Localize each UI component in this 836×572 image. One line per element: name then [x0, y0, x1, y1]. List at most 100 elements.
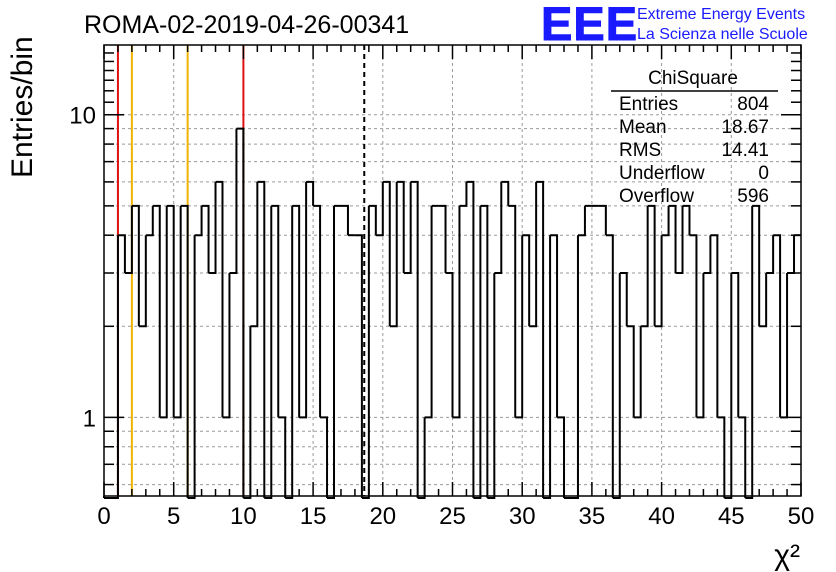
histogram-bin: [159, 205, 168, 419]
histogram-bin: [473, 205, 482, 499]
histogram-bin: [180, 204, 189, 498]
histogram-bin: [480, 204, 489, 498]
histogram-bin: [264, 205, 273, 499]
histogram-bin: [278, 416, 287, 498]
histogram-bin: [494, 181, 503, 275]
histogram-bin: [382, 180, 391, 327]
histogram-bin: [640, 205, 649, 328]
stat-label-overflow: Overflow: [619, 186, 694, 207]
histogram-bin: [403, 181, 412, 275]
histogram-bin: [285, 205, 294, 499]
histogram-bin: [445, 272, 454, 418]
stat-value-rms: 14.41: [721, 140, 769, 161]
histogram-bin: [717, 416, 726, 498]
eee-logo: EEE Extreme Energy Events La Scienza nel…: [541, 0, 808, 51]
histogram-bin: [292, 204, 301, 418]
x-axis-label: χ²: [774, 539, 800, 572]
stats-title: ChiSquare: [648, 68, 738, 89]
x-tick-label: 35: [579, 503, 606, 530]
histogram-bin: [354, 234, 363, 498]
histogram-bin: [117, 234, 126, 274]
histogram-bin: [487, 273, 496, 499]
x-tick-label: 30: [509, 503, 536, 530]
histogram-bin: [696, 273, 705, 419]
histogram-bin: [738, 416, 747, 498]
histogram-bin: [515, 235, 524, 419]
histogram-bin: [682, 204, 691, 236]
histogram-bin: [236, 127, 245, 498]
stats-box: ChiSquare Entries 804 Mean 18.67 RMS 14.…: [611, 68, 778, 207]
histogram-bin: [361, 205, 370, 499]
histogram-bin: [459, 181, 468, 207]
histogram-bin: [138, 235, 147, 328]
histogram-bin: [124, 205, 133, 275]
histogram-bin: [375, 181, 384, 237]
histogram-bin: [577, 205, 586, 237]
histogram-bin: [222, 273, 231, 419]
histogram-bin: [557, 416, 566, 498]
histogram-bin: [780, 273, 789, 419]
histogram-bin: [340, 204, 349, 236]
histogram-bin: [166, 204, 175, 418]
histogram-bin: [661, 205, 670, 237]
histogram-bin: [529, 181, 538, 328]
histogram-bin: [766, 235, 775, 275]
histogram-bin: [501, 180, 510, 206]
histogram-bin: [668, 204, 677, 274]
x-tick-label: 25: [439, 503, 466, 530]
x-tick-label: 5: [167, 503, 180, 530]
histogram-bin: [438, 204, 447, 274]
histogram-bin: [654, 235, 663, 328]
x-tick-label: 0: [97, 503, 110, 530]
axis-ticks: [103, 45, 802, 496]
histogram-bin: [152, 204, 161, 418]
histogram-bin: [243, 326, 252, 499]
histogram-bin: [201, 204, 210, 274]
y-tick-label: 10: [69, 103, 96, 130]
histogram-bin: [508, 204, 517, 418]
y-axis-label: Entries/bin: [6, 36, 39, 178]
histogram-bin: [208, 181, 217, 275]
histogram-bin: [731, 272, 740, 418]
x-tick-label: 15: [300, 503, 327, 530]
histogram-bin: [752, 204, 761, 327]
histogram-bin: [396, 180, 405, 274]
histogram-bin: [612, 273, 621, 499]
histogram-bin: [745, 205, 754, 499]
histogram-bin: [257, 180, 266, 498]
histogram-bin: [306, 180, 315, 206]
histogram-bin: [773, 234, 782, 418]
histogram-bin: [145, 205, 154, 237]
x-tick-label: 50: [788, 503, 815, 530]
stat-label-entries: Entries: [619, 94, 678, 115]
histogram-bin: [320, 416, 329, 498]
histogram-bin: [689, 234, 698, 418]
histogram-bin: [389, 181, 398, 328]
x-tick-label: 20: [369, 503, 396, 530]
stat-value-underflow: 0: [758, 163, 769, 184]
histogram-bin: [626, 325, 635, 418]
x-tick-label: 10: [230, 503, 257, 530]
histogram-bin: [543, 235, 552, 499]
stat-value-overflow: 596: [737, 186, 769, 207]
eee-logo-text: EEE: [541, 0, 638, 50]
histogram-bin: [536, 180, 545, 498]
histogram-bin: [417, 417, 426, 499]
histogram-bin: [424, 205, 433, 419]
stat-label-mean: Mean: [619, 117, 667, 138]
histogram-bin: [619, 272, 628, 327]
y-tick-label: 1: [83, 405, 96, 432]
histogram-bin: [313, 204, 322, 418]
histogram-bin: [787, 235, 796, 275]
histogram-bin: [647, 204, 656, 327]
logo-line-2: La Scienza nelle Scuole: [637, 26, 808, 43]
histogram-bin: [550, 234, 559, 418]
stat-label-rms: RMS: [619, 140, 661, 161]
histogram-bin: [271, 204, 280, 418]
histogram-bin: [466, 180, 475, 498]
histogram-bin: [703, 235, 712, 275]
histogram-bin: [598, 204, 607, 236]
histogram-bin: [710, 234, 719, 418]
stat-value-mean: 18.67: [721, 117, 769, 138]
